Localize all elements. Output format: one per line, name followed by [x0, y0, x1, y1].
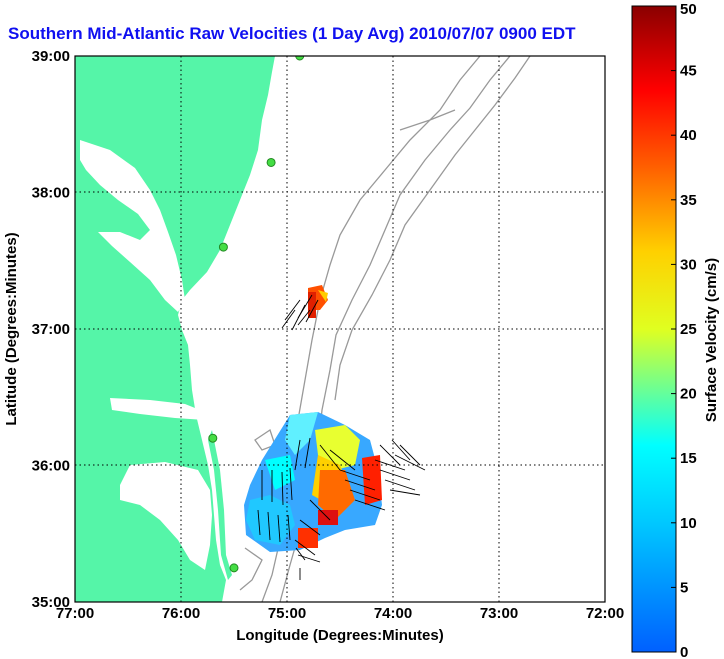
- colorbar-tick-label: 15: [680, 450, 697, 467]
- station-marker: [295, 56, 305, 61]
- x-tick-label: 74:00: [374, 605, 412, 622]
- colorbar-tick-label: 50: [680, 1, 697, 18]
- y-tick-label: 36:00: [32, 458, 70, 475]
- velocity-arrows: [257, 294, 426, 580]
- station-markers: [208, 56, 305, 573]
- colorbar-tick-label: 5: [680, 579, 688, 596]
- station-marker: [208, 433, 218, 443]
- x-tick-label: 73:00: [480, 605, 518, 622]
- x-axis-label: Longitude (Degrees:Minutes): [236, 627, 444, 644]
- map-title: Southern Mid-Atlantic Raw Velocities (1 …: [8, 24, 576, 43]
- station-marker: [266, 157, 276, 167]
- colorbar: [631, 5, 677, 653]
- colorbar-tick-label: 35: [680, 192, 697, 209]
- x-tick-label: 72:00: [586, 605, 624, 622]
- colorbar-tick-label: 20: [680, 386, 697, 403]
- map-grid: [75, 56, 605, 602]
- outer-banks: [208, 430, 232, 580]
- velocity-field: [244, 285, 382, 552]
- colorbar-tick-label: 30: [680, 256, 697, 273]
- station-marker: [229, 563, 239, 573]
- colorbar-tick-label: 10: [680, 515, 697, 532]
- colorbar-tick-label: 45: [680, 63, 697, 80]
- y-tick-label: 38:00: [32, 185, 70, 202]
- y-tick-label: 37:00: [32, 321, 70, 338]
- colorbar-tick-label: 40: [680, 127, 697, 144]
- x-tick-label: 77:00: [56, 605, 94, 622]
- colorbar-tick-label: 0: [680, 644, 688, 659]
- y-tick-label: 35:00: [32, 594, 70, 611]
- x-tick-label: 76:00: [162, 605, 200, 622]
- bay-inlet: [180, 300, 205, 330]
- y-axis-label: Latitude (Degrees:Minutes): [3, 232, 20, 425]
- plot-border: [74, 55, 606, 603]
- station-marker: [218, 242, 228, 252]
- pamlico-sound: [120, 462, 212, 570]
- x-tick-label: 75:00: [268, 605, 306, 622]
- colorbar-tick-label: 25: [680, 321, 697, 338]
- chesapeake-bay: [80, 140, 185, 312]
- y-tick-label: 39:00: [32, 48, 70, 65]
- colorbar-label: Surface Velocity (cm/s): [703, 258, 720, 422]
- albemarle-sound: [110, 398, 205, 420]
